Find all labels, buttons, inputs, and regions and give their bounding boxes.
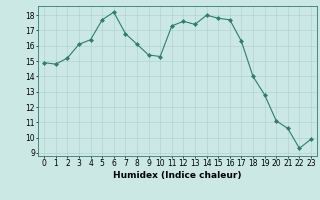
X-axis label: Humidex (Indice chaleur): Humidex (Indice chaleur) bbox=[113, 171, 242, 180]
